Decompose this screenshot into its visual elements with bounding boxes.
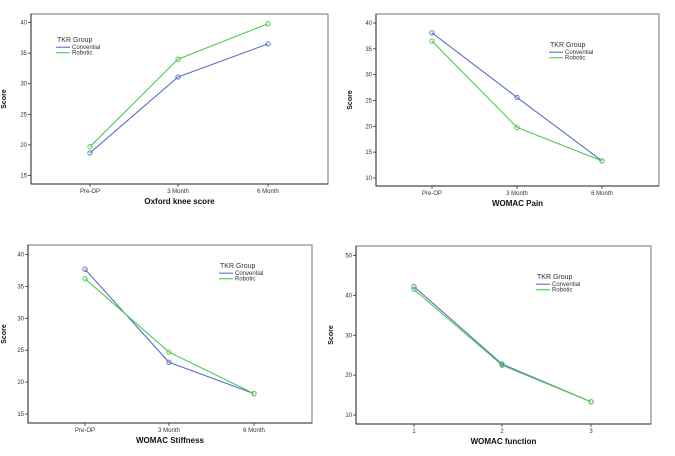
x-axis-title: WOMAC function bbox=[471, 437, 537, 446]
y-tick-label: 30 bbox=[345, 333, 352, 339]
series-line-robotic bbox=[89, 23, 269, 148]
data-point-robotic-1 bbox=[87, 144, 93, 150]
x-tick-label: 2 bbox=[500, 429, 504, 435]
y-tick-label: 35 bbox=[365, 47, 372, 53]
x-tick-label: 3 Month bbox=[167, 189, 189, 195]
y-tick-label: 20 bbox=[345, 373, 352, 379]
chart-panel-1: 15 20 25 30 35 40 Pre-OP 3 Month 6 Month Oxford k… bbox=[1, 13, 329, 206]
series-line-robotic bbox=[431, 40, 603, 162]
series-line-convential bbox=[89, 43, 269, 154]
y-axis-title: Score bbox=[328, 325, 335, 345]
legend-title: TKR Group bbox=[57, 37, 93, 44]
data-point-robotic-2 bbox=[514, 124, 520, 131]
plot-frame bbox=[30, 13, 329, 185]
y-tick-label: 40 bbox=[20, 21, 27, 27]
data-point-robotic-3 bbox=[599, 158, 605, 164]
y-tick-label: 30 bbox=[20, 82, 27, 88]
x-axis-title: WOMAC Pain bbox=[492, 199, 543, 208]
y-axis-title: Score bbox=[347, 90, 354, 110]
chart-panel-4: 10 20 30 40 50 1 2 3 WOMAC function Score TKR Grou… bbox=[328, 245, 652, 446]
x-tick-label: 6 Month bbox=[243, 428, 265, 434]
data-point-robotic-1 bbox=[82, 276, 88, 282]
x-tick-label: 1 bbox=[412, 429, 416, 435]
data-point-robotic-1 bbox=[411, 286, 417, 293]
x-tick-label: Pre-OP bbox=[75, 428, 95, 434]
legend-title: TKR Group bbox=[537, 274, 573, 281]
data-point-robotic-2 bbox=[499, 362, 505, 368]
chart-panel-3: 15 20 25 30 35 40 Pre-OP 3 Month 6 Month WOMAC St… bbox=[1, 244, 313, 445]
data-point-robotic-2 bbox=[166, 349, 172, 355]
x-tick-label: Pre-OP bbox=[422, 191, 442, 197]
x-tick-label: 3 Month bbox=[158, 428, 180, 434]
plot-frame bbox=[355, 245, 652, 425]
y-tick-label: 25 bbox=[20, 112, 27, 118]
data-point-robotic-3 bbox=[251, 390, 257, 397]
chart-panel-2: 10 15 20 25 30 35 40 Pre-OP 3 Month 6 Month WOMAC … bbox=[347, 13, 660, 208]
series-line-robotic bbox=[413, 288, 592, 403]
x-axis-title: Oxford knee score bbox=[144, 197, 215, 206]
legend-title: TKR Group bbox=[550, 42, 586, 49]
y-tick-label: 25 bbox=[17, 348, 24, 354]
y-tick-label: 20 bbox=[365, 124, 372, 130]
y-tick-label: 15 bbox=[20, 174, 27, 180]
x-tick-label: 3 bbox=[589, 429, 593, 435]
data-point-robotic-1 bbox=[429, 38, 435, 44]
y-tick-label: 35 bbox=[20, 51, 27, 57]
y-tick-label: 20 bbox=[17, 380, 24, 386]
x-tick-label: 3 Month bbox=[506, 191, 528, 197]
y-tick-label: 10 bbox=[345, 413, 352, 419]
series-line-robotic bbox=[84, 278, 255, 395]
y-tick-label: 20 bbox=[20, 143, 27, 149]
y-tick-label: 15 bbox=[365, 150, 372, 156]
y-axis-title: Score bbox=[1, 89, 8, 109]
y-tick-label: 30 bbox=[17, 316, 24, 322]
legend-label-robotic: Robotic bbox=[72, 51, 92, 57]
y-tick-label: 40 bbox=[17, 253, 24, 259]
x-axis-title: WOMAC Stiffness bbox=[136, 436, 205, 445]
y-tick-label: 40 bbox=[365, 21, 372, 27]
data-point-robotic-2 bbox=[175, 56, 181, 62]
y-tick-label: 35 bbox=[17, 284, 24, 290]
x-tick-label: 6 Month bbox=[591, 191, 613, 197]
data-point-convential-2 bbox=[166, 359, 172, 365]
legend-label-convential: Convential bbox=[72, 45, 100, 51]
data-point-convential-1 bbox=[82, 266, 88, 272]
data-point-convential-1 bbox=[411, 283, 417, 290]
data-point-convential-2 bbox=[175, 74, 181, 80]
data-point-convential-3 bbox=[265, 41, 271, 47]
legend-title: TKR Group bbox=[220, 263, 256, 270]
data-point-convential-1 bbox=[87, 150, 93, 156]
data-point-robotic-3 bbox=[265, 21, 271, 27]
y-tick-label: 40 bbox=[345, 293, 352, 299]
data-point-convential-2 bbox=[514, 94, 520, 101]
data-point-convential-1 bbox=[429, 30, 435, 36]
plot-frame bbox=[27, 244, 313, 424]
x-tick-label: Pre-OP bbox=[80, 189, 100, 195]
legend-label-robotic: Robotic bbox=[552, 288, 572, 294]
legend-label-robotic: Robotic bbox=[235, 277, 255, 283]
legend-label-robotic: Robotic bbox=[565, 56, 585, 62]
y-tick-label: 15 bbox=[17, 412, 24, 418]
y-tick-label: 30 bbox=[365, 73, 372, 79]
y-tick-label: 25 bbox=[365, 99, 372, 105]
legend-label-convential: Convential bbox=[235, 271, 263, 277]
legend-label-convential: Convential bbox=[565, 50, 593, 56]
data-point-robotic-3 bbox=[588, 399, 594, 405]
y-tick-label: 10 bbox=[365, 176, 372, 182]
series-line-convential bbox=[84, 268, 255, 395]
x-tick-label: 6 Month bbox=[257, 189, 279, 195]
series-line-convential bbox=[431, 32, 603, 162]
legend-label-convential: Convential bbox=[552, 282, 580, 288]
y-axis-title: Score bbox=[1, 324, 8, 344]
y-tick-label: 50 bbox=[345, 254, 352, 260]
